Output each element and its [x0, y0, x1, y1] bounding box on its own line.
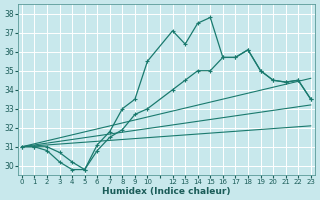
X-axis label: Humidex (Indice chaleur): Humidex (Indice chaleur) [102, 187, 231, 196]
